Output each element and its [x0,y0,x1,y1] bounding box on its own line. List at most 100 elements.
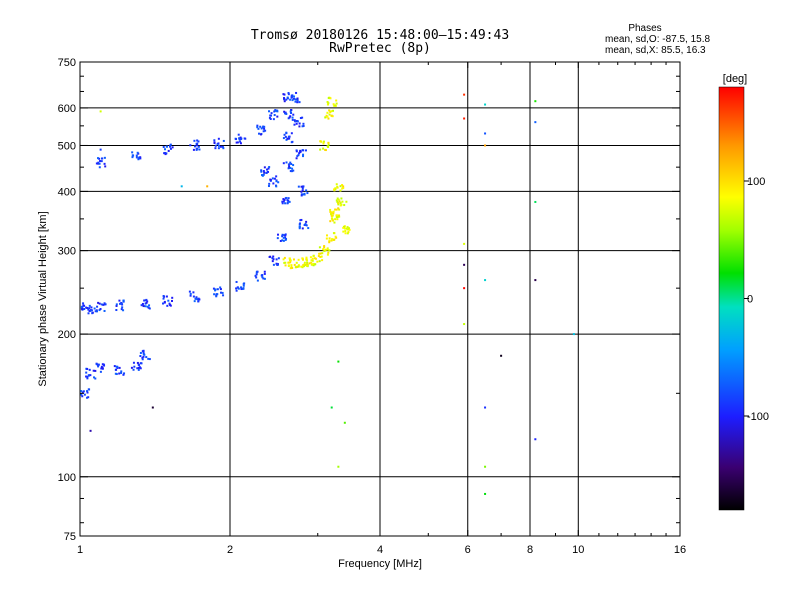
data-point [94,369,97,372]
data-point [334,187,337,190]
data-point [290,141,293,144]
data-point [148,304,151,307]
data-point [104,165,107,168]
data-point [311,257,314,260]
data-point [346,232,349,235]
data-point [268,116,271,119]
data-point [326,111,329,114]
data-point [262,125,265,128]
data-point [336,185,339,188]
data-point [305,256,308,259]
data-point [115,368,118,371]
colorbar: [deg] 100 0 -100 [718,73,769,511]
data-point [283,133,286,136]
data-point [162,297,165,300]
data-point [298,152,301,155]
data-point [323,245,326,248]
data-point [164,153,167,156]
data-point [288,163,291,166]
data-point [324,116,327,119]
data-point [148,358,151,361]
data-point [484,279,487,282]
data-point [263,166,266,169]
data-point [284,236,287,239]
data-point [287,135,290,138]
data-point [97,157,100,160]
data-point [282,236,285,239]
data-point [143,353,146,356]
data-point [339,202,342,205]
data-point [291,116,294,119]
legend-title: Phases [628,23,661,34]
data-point [313,263,316,266]
data-point [335,199,338,202]
data-point [296,155,299,158]
data-point [260,174,263,177]
data-point [99,370,102,373]
data-point [221,145,224,148]
data-point [192,148,195,151]
colorbar-label: [deg] [723,73,747,85]
data-point [317,255,320,258]
data-point [266,168,269,171]
data-point [329,210,332,213]
x-axis-label: Frequency [MHz] [338,558,422,570]
data-point [295,91,298,94]
data-point [263,127,266,130]
data-point [256,279,259,282]
data-point [212,287,215,290]
data-point [500,354,503,357]
data-point [292,258,295,261]
data-point [164,148,167,151]
data-point [81,308,84,311]
data-point [326,253,329,256]
chart-title: Tromsø 20180126 15:48:00–15:49:43 [251,28,509,43]
colorbar-tick-label: 100 [747,176,765,188]
data-point [272,263,275,266]
data-point [301,189,304,192]
data-point [118,299,121,302]
data-point [161,302,164,305]
data-point [336,215,339,218]
data-point [215,295,218,298]
data-point [335,102,338,105]
data-point [294,98,297,101]
data-point [284,261,287,264]
data-point [323,249,326,252]
grid-lines [80,62,680,536]
data-point [196,144,199,147]
data-point [292,113,295,116]
data-point [534,200,537,203]
data-point [289,170,292,173]
data-point [260,127,263,130]
data-point [213,141,216,144]
data-point [342,185,345,188]
data-point [122,299,125,302]
data-point [307,227,310,230]
data-point [163,300,166,303]
data-point [256,126,259,129]
data-point [330,110,333,113]
data-point [319,148,322,151]
data-point [305,220,308,223]
data-point [197,300,200,303]
data-point [321,248,324,251]
data-point [290,163,293,166]
data-point [305,263,308,266]
data-point [96,363,99,366]
data-point [113,365,116,368]
data-point [130,366,133,369]
data-point [192,295,195,298]
data-point [294,100,297,103]
data-point [343,227,346,230]
data-point [104,303,107,306]
data-point [260,169,263,172]
data-point [327,141,330,144]
data-point [484,406,487,409]
data-point [277,181,280,184]
data-point [281,200,284,203]
data-point [295,261,298,264]
data-point [193,300,196,303]
data-point [303,261,306,264]
data-point [262,277,265,280]
